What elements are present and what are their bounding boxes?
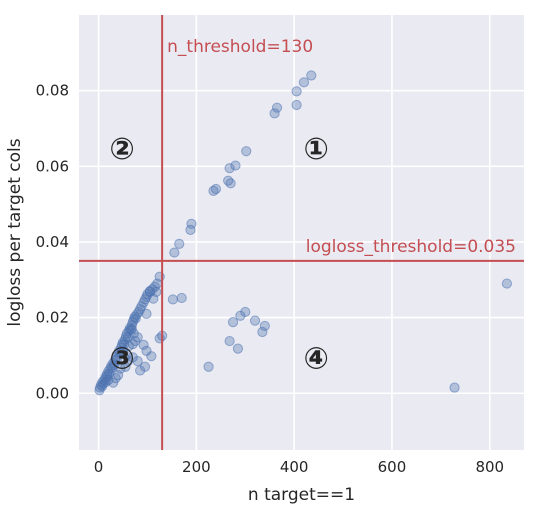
data-point bbox=[225, 178, 236, 189]
logloss-threshold-label: logloss_threshold=0.035 bbox=[306, 237, 516, 257]
data-point bbox=[257, 326, 268, 338]
data-point bbox=[146, 351, 157, 362]
x-axis-label: n target==1 bbox=[248, 485, 355, 505]
data-point bbox=[230, 160, 241, 171]
data-point bbox=[167, 294, 178, 305]
data-point bbox=[138, 339, 149, 350]
x-tick-label: 600 bbox=[378, 458, 407, 476]
quadrant-labels: ① ② ③ ④ bbox=[109, 132, 329, 376]
quadrant-label: ③ bbox=[109, 341, 134, 376]
y-tick-label: 0.04 bbox=[36, 233, 69, 251]
data-point bbox=[135, 365, 146, 376]
data-point bbox=[144, 286, 156, 297]
quadrant-label: ④ bbox=[303, 341, 328, 376]
data-point bbox=[121, 349, 133, 360]
x-tick-label: 0 bbox=[94, 458, 104, 476]
data-point bbox=[232, 343, 244, 354]
data-point bbox=[259, 320, 270, 332]
data-point bbox=[115, 363, 126, 374]
data-point bbox=[240, 306, 251, 318]
data-point bbox=[127, 338, 138, 350]
quadrant-label: ① bbox=[303, 132, 328, 167]
data-point bbox=[224, 335, 235, 347]
data-point bbox=[249, 315, 261, 326]
y-axis-label: logloss per target cols bbox=[5, 138, 25, 326]
data-point bbox=[241, 146, 252, 157]
data-point bbox=[108, 377, 119, 388]
data-point bbox=[210, 183, 222, 195]
x-tick-label: 400 bbox=[280, 458, 309, 476]
data-point bbox=[449, 382, 460, 393]
data-point bbox=[306, 70, 317, 81]
data-point bbox=[132, 332, 143, 343]
data-point bbox=[291, 86, 302, 97]
y-tick-label: 0.08 bbox=[36, 82, 69, 100]
n-threshold-label: n_threshold=130 bbox=[167, 37, 313, 57]
data-point bbox=[227, 317, 239, 328]
data-point bbox=[203, 361, 214, 372]
plot-background bbox=[79, 15, 524, 450]
data-point bbox=[132, 356, 143, 367]
data-point bbox=[186, 218, 197, 229]
data-point bbox=[169, 247, 180, 258]
data-point bbox=[128, 328, 139, 339]
x-tick-label: 800 bbox=[475, 458, 504, 476]
data-point bbox=[501, 278, 512, 289]
axis-ticks: 0 200 400 600 800 0.00 0.02 0.04 0.06 0.08 bbox=[36, 82, 504, 476]
data-point bbox=[291, 99, 302, 111]
data-point bbox=[269, 108, 280, 119]
quadrant-label: ② bbox=[109, 132, 134, 167]
y-tick-label: 0.00 bbox=[36, 384, 69, 402]
x-tick-label: 200 bbox=[182, 458, 211, 476]
threshold-lines: n_threshold=130 logloss_threshold=0.035 bbox=[79, 15, 524, 450]
data-points bbox=[94, 70, 512, 396]
data-point bbox=[224, 163, 235, 174]
data-point bbox=[141, 308, 152, 319]
y-tick-label: 0.02 bbox=[36, 309, 69, 327]
data-point bbox=[174, 238, 185, 249]
data-point bbox=[176, 292, 187, 304]
data-point bbox=[271, 102, 283, 113]
data-point bbox=[298, 77, 310, 88]
y-tick-label: 0.06 bbox=[36, 157, 69, 175]
